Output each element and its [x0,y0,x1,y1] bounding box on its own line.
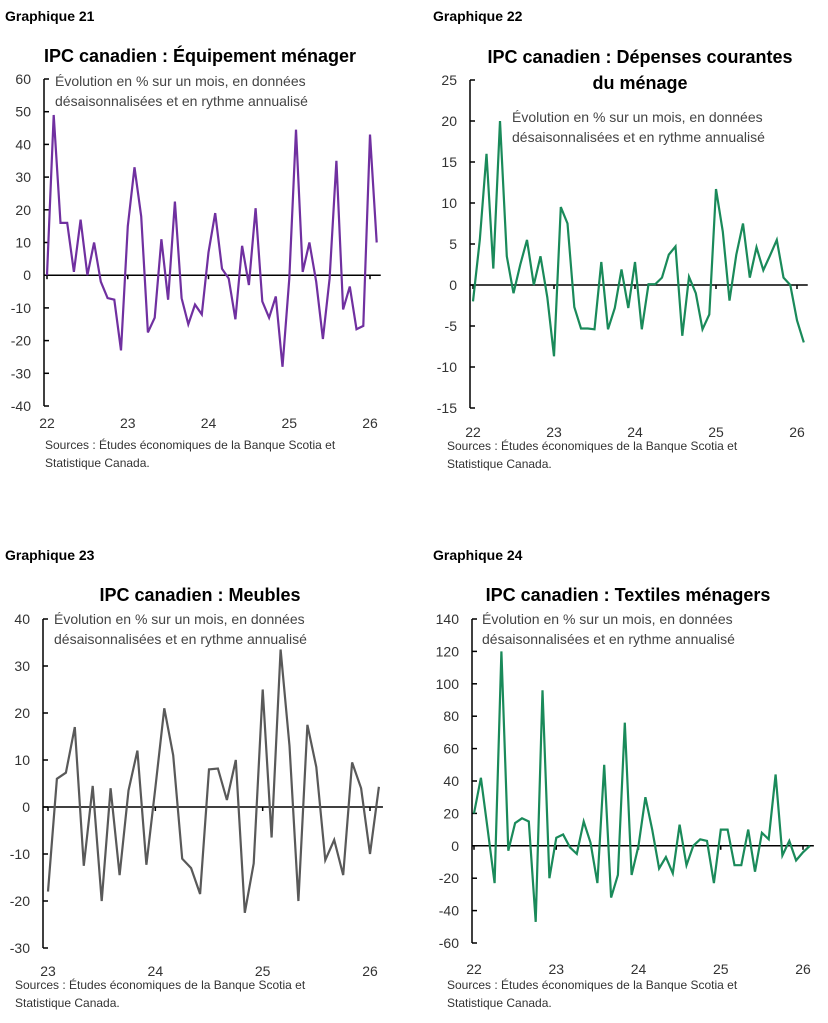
y-tick-label: 25 [441,72,457,88]
y-tick-label: -30 [11,365,31,381]
y-tick-label: 0 [449,277,457,293]
y-tick-label: -30 [10,940,30,956]
x-tick-label: 25 [708,424,724,440]
x-tick-label: 26 [362,963,378,979]
sources-note: Statistique Canada. [15,996,120,1010]
x-tick-label: 22 [466,961,482,977]
y-tick-label: -10 [11,300,31,316]
y-tick-label: 10 [14,752,30,768]
y-tick-label: 20 [15,202,31,218]
x-tick-label: 23 [546,424,562,440]
sources-note: Sources : Études économiques de la Banqu… [447,438,738,453]
y-tick-label: 0 [23,267,31,283]
y-tick-label: -40 [11,398,31,414]
x-tick-label: 24 [631,961,647,977]
chart-21: Graphique 21 IPC canadien : Équipement mé… [5,8,381,470]
y-tick-label: 10 [15,235,31,251]
y-tick-label: 10 [441,195,457,211]
y-tick-label: 0 [22,799,30,815]
chart-title: IPC canadien : Textiles ménagers [486,585,771,605]
chart-title: IPC canadien : Dépenses courantes [487,47,792,67]
y-tick-label: 15 [441,154,457,170]
sources-note: Statistique Canada. [447,996,552,1010]
x-tick-label: 26 [789,424,805,440]
y-tick-label: 0 [451,838,459,854]
chart-subtitle: Évolution en % sur un mois, en données [512,109,763,125]
x-tick-label: 23 [548,961,564,977]
y-tick-label: 40 [443,773,459,789]
x-tick-label: 23 [40,963,56,979]
series-line [471,120,805,357]
chart-23: Graphique 23 IPC canadien : Meubles Évolut… [5,547,383,1010]
sources-note: Statistique Canada. [447,457,552,471]
y-tick-label: 5 [449,236,457,252]
y-tick-label: -20 [10,893,30,909]
sources-note: Sources : Études économiques de la Banqu… [15,977,306,992]
y-tick-label: 20 [443,805,459,821]
chart-subtitle: Évolution en % sur un mois, en données [482,611,733,627]
y-tick-label: 30 [15,169,31,185]
chart-subtitle: Évolution en % sur un mois, en données [54,611,305,627]
x-tick-label: 24 [148,963,164,979]
y-tick-label: 80 [443,708,459,724]
chart-title: IPC canadien : Équipement ménager [44,45,356,66]
chart-heading: Graphique 21 [5,8,95,24]
y-tick-label: -10 [10,846,30,862]
chart-subtitle: désaisonnalisées et en rythme annualisé [512,129,765,145]
x-tick-label: 22 [465,424,481,440]
series-line [45,114,378,367]
y-tick-label: -20 [11,333,31,349]
y-tick-label: 40 [14,611,30,627]
chart-subtitle: désaisonnalisées et en rythme annualisé [54,631,307,647]
y-tick-label: 20 [14,705,30,721]
x-tick-label: 25 [255,963,271,979]
chart-heading: Graphique 22 [433,8,523,24]
series-line [472,651,811,922]
y-tick-label: -10 [437,359,457,375]
sources-note: Sources : Études économiques de la Banqu… [447,977,738,992]
sources-note: Statistique Canada. [45,456,150,470]
y-tick-label: -5 [445,318,458,334]
y-tick-label: 120 [436,643,460,659]
chart-subtitle: désaisonnalisées et en rythme annualisé [482,631,735,647]
y-tick-label: -40 [439,903,459,919]
y-tick-label: 20 [441,113,457,129]
x-tick-label: 26 [362,415,378,431]
y-tick-label: 30 [14,658,30,674]
y-tick-label: -20 [439,870,459,886]
chart-subtitle: Évolution en % sur un mois, en données [55,73,306,89]
x-tick-label: 24 [627,424,643,440]
chart-title: IPC canadien : Meubles [99,585,300,605]
chart-24: Graphique 24 IPC canadien : Textiles ména… [433,547,814,1010]
y-tick-label: 40 [15,136,31,152]
chart-subtitle: désaisonnalisées et en rythme annualisé [55,93,308,109]
x-tick-label: 22 [39,415,55,431]
y-tick-label: -15 [437,400,457,416]
x-tick-label: 24 [201,415,217,431]
x-tick-label: 23 [120,415,136,431]
y-tick-label: 60 [15,71,31,87]
y-tick-label: 50 [15,104,31,120]
chart-heading: Graphique 24 [433,547,523,563]
y-tick-label: 100 [436,676,460,692]
series-line [46,649,380,913]
y-tick-label: 140 [436,611,460,627]
sources-note: Sources : Études économiques de la Banqu… [45,437,336,452]
chart-heading: Graphique 23 [5,547,95,563]
y-tick-label: -60 [439,935,459,951]
y-tick-label: 60 [443,741,459,757]
x-tick-label: 25 [281,415,297,431]
x-tick-label: 26 [795,961,811,977]
x-tick-label: 25 [713,961,729,977]
chart-title: du ménage [592,73,687,93]
chart-22: Graphique 22 IPC canadien : Dépenses cour… [433,8,808,471]
